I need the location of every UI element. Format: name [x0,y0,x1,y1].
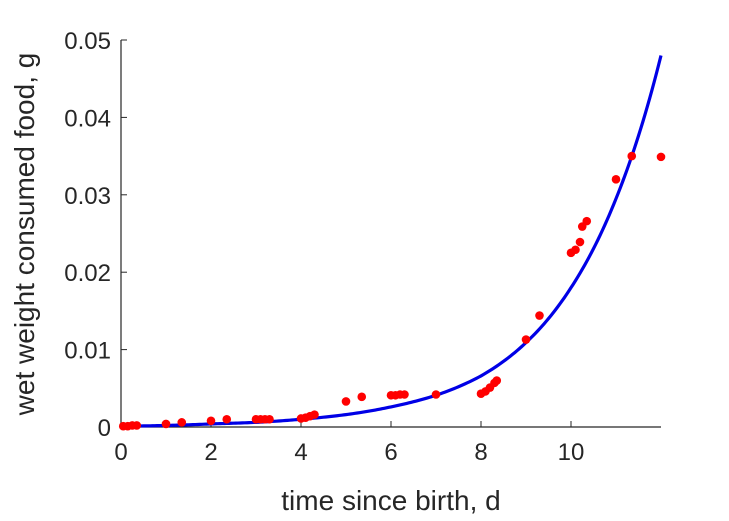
x-axis-label: time since birth, d [281,485,500,516]
data-point [341,397,351,406]
data-point [161,419,171,429]
y-tick-label: 0.04 [64,105,111,132]
axes [120,39,661,428]
y-tick-label: 0 [98,415,111,442]
data-point [611,175,621,184]
data-point [521,335,531,344]
x-tick-label: 6 [384,439,397,466]
x-tick-label: 0 [114,439,127,466]
data-point [177,418,187,427]
y-tick-label: 0.03 [64,183,111,210]
data-point [310,410,319,419]
y-axis-label: wet weight consumed food, g [9,53,40,417]
data-point [575,237,585,247]
data-point [357,392,367,402]
data-points-layer [118,151,666,431]
y-tick-label: 0.05 [64,28,111,55]
data-point [535,311,544,320]
data-point [571,245,580,255]
data-point [400,390,409,399]
x-tick-label: 10 [558,439,585,466]
data-point [431,390,441,399]
data-point [206,416,216,426]
data-point [656,152,666,162]
x-tick-label: 2 [204,439,217,466]
y-tick-label: 0.02 [64,260,111,287]
tick-labels-layer: 0 2 4 6 8 10 0 0.01 0.02 0.03 0.04 0.05 [64,28,584,466]
data-point [582,216,592,226]
data-point [265,414,274,424]
data-point [492,376,502,385]
y-tick-label: 0.01 [64,338,111,365]
data-point [222,414,232,424]
data-point [132,421,142,430]
data-point [627,151,637,161]
x-tick-label: 4 [294,439,307,466]
x-tick-label: 8 [474,439,487,466]
